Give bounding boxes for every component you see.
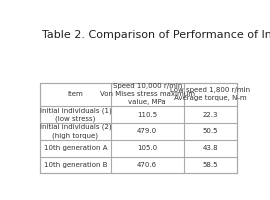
Text: 58.5: 58.5 <box>202 162 218 168</box>
Text: Initial individuals (2)
(high torque): Initial individuals (2) (high torque) <box>40 124 111 139</box>
Text: 43.8: 43.8 <box>202 145 218 151</box>
Text: 470.6: 470.6 <box>137 162 157 168</box>
Text: 110.5: 110.5 <box>137 112 157 118</box>
Text: Item: Item <box>68 91 83 97</box>
Text: 50.5: 50.5 <box>202 128 218 134</box>
Text: Low speed 1,800 r/min
Average torque, N-m: Low speed 1,800 r/min Average torque, N-… <box>170 87 250 101</box>
Text: 10th generation A: 10th generation A <box>44 145 107 151</box>
Text: 22.3: 22.3 <box>202 112 218 118</box>
Text: 10th generation B: 10th generation B <box>44 162 107 168</box>
Text: Initial individuals (1)
(low stress): Initial individuals (1) (low stress) <box>40 107 111 122</box>
Text: 479.0: 479.0 <box>137 128 157 134</box>
Text: 105.0: 105.0 <box>137 145 157 151</box>
Text: Speed 10,000 r/min
Von Mises stress maximum
value, MPa: Speed 10,000 r/min Von Mises stress maxi… <box>100 83 195 105</box>
Text: Table 2. Comparison of Performance of Individuals: Table 2. Comparison of Performance of In… <box>42 30 270 40</box>
